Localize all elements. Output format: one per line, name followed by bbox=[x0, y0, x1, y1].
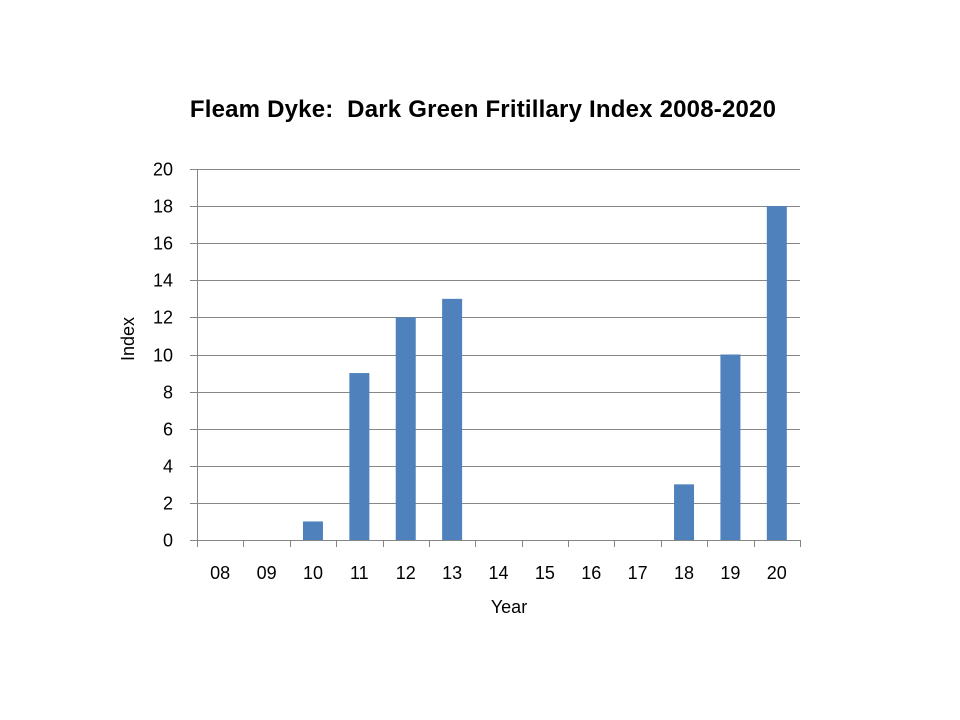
y-tick-label: 16 bbox=[153, 234, 173, 254]
bar bbox=[395, 317, 416, 540]
x-tick-label: 11 bbox=[350, 563, 369, 583]
x-tick-label: 16 bbox=[581, 563, 601, 583]
gridlines bbox=[197, 169, 800, 504]
x-tick-label: 20 bbox=[767, 563, 787, 583]
x-tick-label: 09 bbox=[257, 563, 277, 583]
y-tick-label: 18 bbox=[153, 197, 173, 217]
y-tick-label: 12 bbox=[153, 308, 173, 328]
bar bbox=[766, 206, 787, 540]
y-tick-label: 0 bbox=[163, 531, 173, 551]
x-axis-title: Year bbox=[491, 597, 527, 617]
x-axis-tick-labels: 08 09 10 11 12 13 14 15 16 17 18 19 20 bbox=[210, 563, 787, 583]
axes bbox=[190, 169, 801, 547]
x-tick-label: 17 bbox=[628, 563, 648, 583]
y-tick-label: 4 bbox=[163, 457, 173, 477]
x-tick-label: 15 bbox=[535, 563, 555, 583]
x-tick-label: 18 bbox=[674, 563, 694, 583]
bar bbox=[674, 484, 695, 540]
bar bbox=[720, 354, 741, 540]
y-axis-tick-labels: 0 2 4 6 8 10 12 14 16 18 20 bbox=[153, 160, 173, 551]
x-tick-label: 08 bbox=[210, 563, 230, 583]
bar bbox=[349, 373, 370, 540]
x-tick-label: 14 bbox=[488, 563, 508, 583]
y-axis-title: Index bbox=[118, 317, 138, 361]
y-tick-label: 20 bbox=[153, 160, 173, 180]
y-tick-label: 10 bbox=[153, 346, 173, 366]
bar bbox=[442, 298, 463, 540]
y-tick-label: 6 bbox=[163, 420, 173, 440]
y-tick-label: 14 bbox=[153, 271, 173, 291]
x-tick-label: 12 bbox=[396, 563, 416, 583]
chart-title: Fleam Dyke: Dark Green Fritillary Index … bbox=[189, 96, 777, 123]
y-tick-label: 2 bbox=[163, 494, 173, 514]
x-tick-label: 10 bbox=[303, 563, 323, 583]
y-tick-label: 8 bbox=[163, 383, 173, 403]
x-tick-label: 19 bbox=[720, 563, 740, 583]
bar bbox=[302, 521, 323, 540]
bar-series bbox=[302, 206, 787, 540]
x-tick-label: 13 bbox=[442, 563, 462, 583]
